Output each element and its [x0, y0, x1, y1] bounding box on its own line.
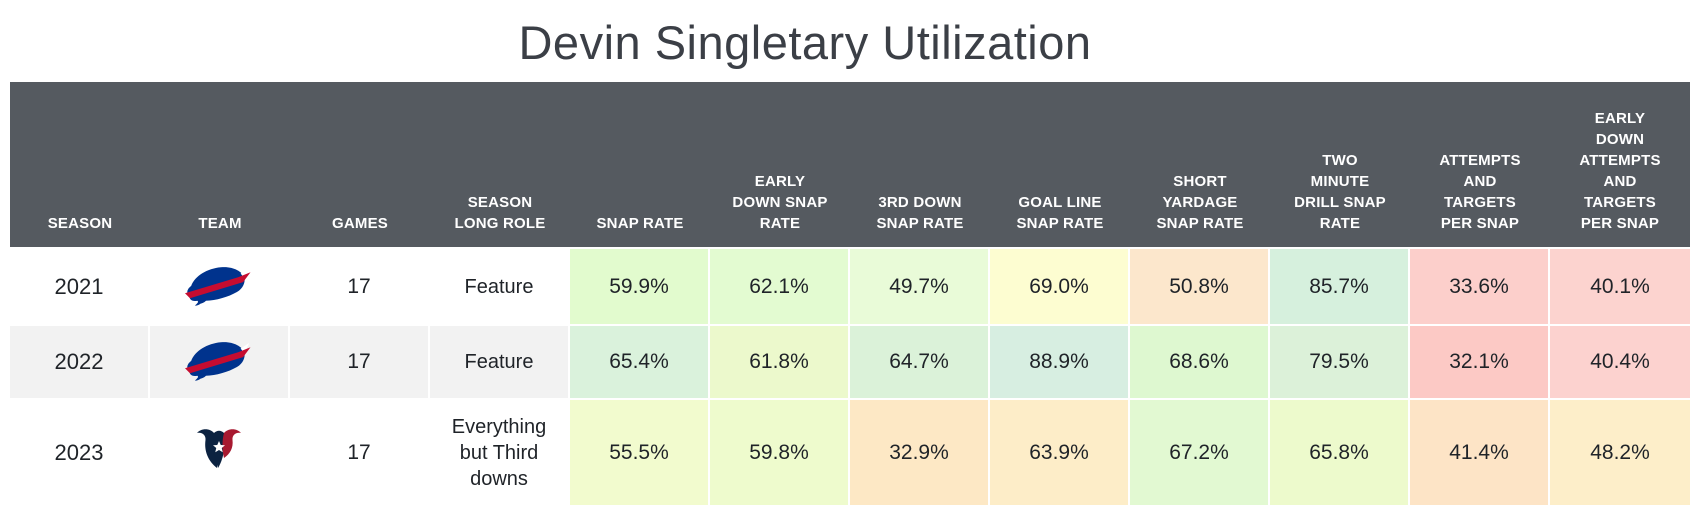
- 3rd-down-snap-rate-cell: 32.9%: [850, 400, 990, 506]
- team-cell: [150, 326, 290, 399]
- column-header-goal-line-snap-rate: GOAL LINE SNAP RATE: [1016, 194, 1104, 233]
- early-down-attempts-targets-per-snap-cell: 40.1%: [1550, 249, 1690, 325]
- utilization-table: SEASON TEAM GAMES SEASON LONG ROLE SNAP …: [10, 82, 1690, 506]
- bills-logo: [185, 261, 253, 313]
- games-cell: 17: [290, 400, 430, 506]
- early-down-attempts-targets-per-snap-cell: 48.2%: [1550, 400, 1690, 506]
- team-cell: [150, 249, 290, 325]
- early-down-snap-rate-cell: 59.8%: [710, 400, 850, 506]
- early-down-attempts-targets-per-snap-cell: 40.4%: [1550, 326, 1690, 399]
- short-yardage-snap-rate-cell: 67.2%: [1130, 400, 1270, 506]
- attempts-targets-per-snap-cell: 41.4%: [1410, 400, 1550, 506]
- games-cell: 17: [290, 249, 430, 325]
- goal-line-snap-rate-cell: 63.9%: [990, 400, 1130, 506]
- column-header-season-long-role: SEASON LONG ROLE: [454, 194, 546, 233]
- snap-rate-cell: 65.4%: [570, 326, 710, 399]
- column-header-short-yardage-snap-rate: SHORT YARDAGE SNAP RATE: [1156, 173, 1244, 233]
- 3rd-down-snap-rate-cell: 49.7%: [850, 249, 990, 325]
- column-header-3rd-down-snap-rate: 3RD DOWN SNAP RATE: [876, 194, 964, 233]
- attempts-targets-per-snap-cell: 33.6%: [1410, 249, 1550, 325]
- attempts-targets-per-snap-cell: 32.1%: [1410, 326, 1550, 399]
- column-header-snap-rate: SNAP RATE: [596, 215, 684, 233]
- table-row-2022: 2022 17 Feature 65.4% 61.8% 64.7% 88.9% …: [10, 326, 1690, 399]
- column-header-early-down-attempts-targets-per-snap: EARLY DOWN ATTEMPTS AND TARGETS PER SNAP: [1579, 110, 1661, 233]
- games-cell: 17: [290, 326, 430, 399]
- season-cell: 2022: [10, 326, 150, 399]
- table-row-2021: 2021 17 Feature 59.9% 62.1% 49.7% 69.0% …: [10, 249, 1690, 325]
- texans-logo: [194, 428, 244, 478]
- page-title: Devin Singletary Utilization: [518, 16, 1092, 69]
- table-row-2023: 2023 17 Everything but Third downs 55.5%…: [10, 400, 1690, 506]
- table-header-row: SEASON TEAM GAMES SEASON LONG ROLE SNAP …: [10, 82, 1690, 248]
- season-cell: 2021: [10, 249, 150, 325]
- two-minute-drill-snap-rate-cell: 85.7%: [1270, 249, 1410, 325]
- column-header-team: TEAM: [198, 215, 242, 233]
- column-header-early-down-snap-rate: EARLY DOWN SNAP RATE: [732, 173, 828, 233]
- role-cell: Everything but Third downs: [430, 400, 570, 506]
- column-header-attempts-targets-per-snap: ATTEMPTS AND TARGETS PER SNAP: [1439, 152, 1521, 233]
- 3rd-down-snap-rate-cell: 64.7%: [850, 326, 990, 399]
- early-down-snap-rate-cell: 61.8%: [710, 326, 850, 399]
- bills-logo: [185, 336, 253, 388]
- snap-rate-cell: 55.5%: [570, 400, 710, 506]
- column-header-two-minute-drill-snap-rate: TWO MINUTE DRILL SNAP RATE: [1294, 152, 1386, 233]
- season-cell: 2023: [10, 400, 150, 506]
- role-cell: Feature: [430, 326, 570, 399]
- two-minute-drill-snap-rate-cell: 79.5%: [1270, 326, 1410, 399]
- early-down-snap-rate-cell: 62.1%: [710, 249, 850, 325]
- goal-line-snap-rate-cell: 69.0%: [990, 249, 1130, 325]
- goal-line-snap-rate-cell: 88.9%: [990, 326, 1130, 399]
- team-cell: [150, 400, 290, 506]
- role-cell: Feature: [430, 249, 570, 325]
- column-header-games: GAMES: [331, 215, 388, 233]
- snap-rate-cell: 59.9%: [570, 249, 710, 325]
- column-header-season: SEASON: [47, 215, 113, 233]
- short-yardage-snap-rate-cell: 50.8%: [1130, 249, 1270, 325]
- two-minute-drill-snap-rate-cell: 65.8%: [1270, 400, 1410, 506]
- short-yardage-snap-rate-cell: 68.6%: [1130, 326, 1270, 399]
